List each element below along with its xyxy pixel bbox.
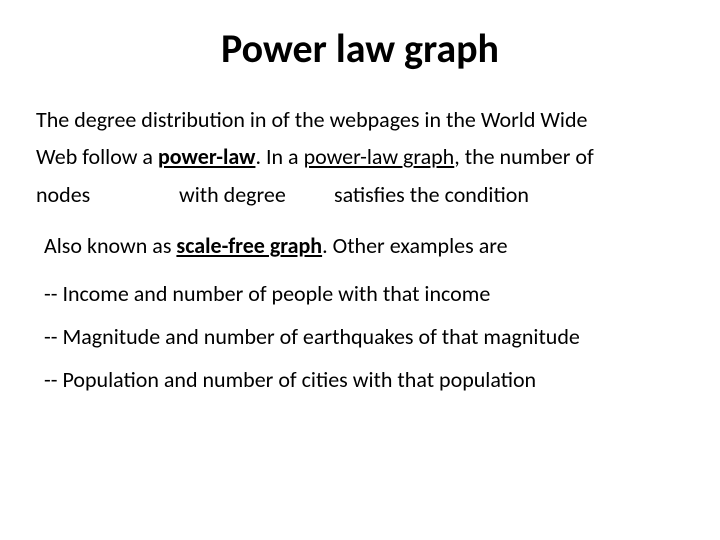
power-law-term: power-law — [158, 143, 256, 170]
list-item: -- Magnitude and number of earthquakes o… — [44, 318, 684, 355]
p1-line2-pre: Web follow a — [36, 143, 158, 170]
p2-post: . Other examples are — [322, 232, 507, 259]
list-item: -- Income and number of people with that… — [44, 275, 684, 312]
slide: Power law graph The degree distribution … — [0, 0, 720, 540]
slide-title: Power law graph — [36, 24, 684, 73]
p1-line2: Web follow a power-law. In a power-law g… — [36, 138, 684, 175]
p1-line2-post: , the number of — [454, 143, 593, 170]
p1-line2-mid: . In a — [255, 143, 303, 170]
p1-line3-withdegree: with degree — [179, 176, 329, 213]
scale-free-graph-term: scale-free graph — [176, 232, 322, 259]
p1-line3-nodes: nodes — [36, 176, 174, 213]
paragraph-2: Also known as scale-free graph. Other ex… — [44, 227, 684, 264]
power-law-graph-term: power-law graph — [304, 143, 455, 170]
p1-line3: nodes with degree satisfies the conditio… — [36, 176, 684, 213]
paragraph-1: The degree distribution in of the webpag… — [36, 101, 684, 213]
list-item: -- Population and number of cities with … — [44, 361, 684, 398]
p2-pre: Also known as — [44, 232, 176, 259]
examples-list: -- Income and number of people with that… — [44, 275, 684, 399]
p1-line1: The degree distribution in of the webpag… — [36, 101, 684, 138]
slide-body: The degree distribution in of the webpag… — [36, 101, 684, 399]
p1-line3-satisfies: satisfies the condition — [334, 176, 529, 213]
